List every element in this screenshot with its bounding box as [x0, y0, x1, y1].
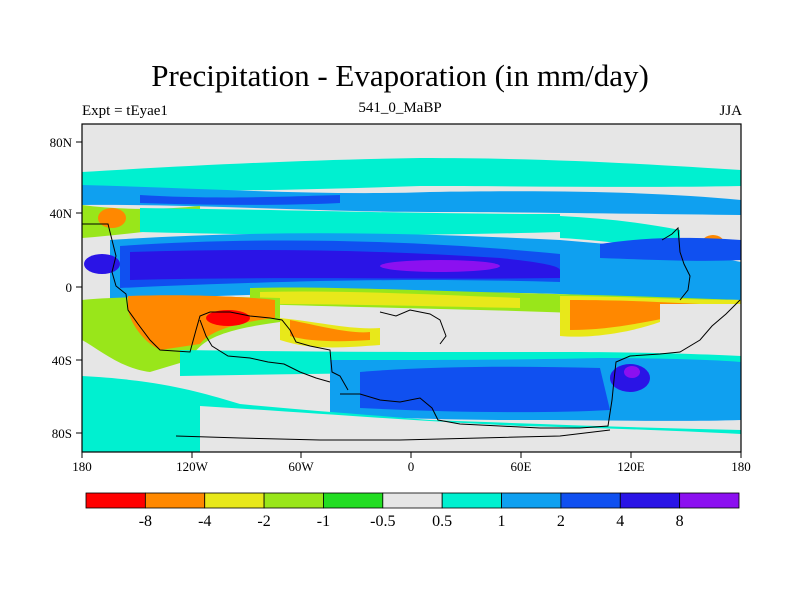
y-tick-label: 80S — [52, 426, 72, 441]
colorbar-label: 8 — [676, 513, 684, 530]
x-tick-label: 120E — [617, 459, 645, 474]
colorbar-label: 2 — [557, 513, 565, 530]
colorbar-label: 4 — [616, 513, 624, 530]
outline-west — [82, 223, 349, 391]
x-tick-label: 60E — [511, 459, 532, 474]
colorbar-swatch — [144, 492, 206, 509]
x-ticks — [81, 452, 742, 458]
north-mid-cyan — [140, 208, 560, 235]
colorbar-swatch — [204, 492, 265, 509]
north-lightblue-band — [82, 185, 741, 215]
time-label: 541_0_MaBP — [358, 100, 442, 116]
equatorial-yellow — [260, 291, 520, 308]
colorbar-swatch — [85, 492, 146, 509]
colorbar-label: -0.5 — [370, 513, 395, 530]
outline-east — [661, 226, 691, 301]
x-tick-label: 180 — [72, 459, 92, 474]
colorbar-swatch — [382, 492, 443, 509]
colorbar-label: 1 — [498, 513, 506, 530]
nw-orange — [98, 208, 126, 228]
x-tick-label: 0 — [408, 459, 415, 474]
continent-outlines — [82, 223, 741, 441]
south-purple — [624, 366, 640, 378]
colorbar-swatch — [323, 492, 384, 509]
colorbar-label: -8 — [139, 513, 152, 530]
south-blue — [360, 366, 610, 413]
season-label: JJA — [719, 103, 742, 119]
s-orange — [290, 320, 370, 342]
colorbar: -8 -4 -2 -1 -0.5 0.5 1 2 4 8 — [85, 492, 740, 530]
north-blue-band — [140, 195, 340, 205]
se-neutral — [660, 304, 741, 348]
colorbar-swatch — [501, 492, 562, 509]
x-tick-label: 120W — [176, 459, 209, 474]
colorbar-label: -1 — [317, 513, 330, 530]
x-tick-label: 60W — [288, 459, 314, 474]
colorbar-label: -2 — [257, 513, 270, 530]
colorbar-label: -4 — [198, 513, 211, 530]
east-blue — [600, 237, 741, 261]
south-darkblue — [610, 364, 650, 392]
colorbar-swatch — [441, 492, 502, 509]
colorbar-swatch — [679, 492, 740, 509]
tropical-purple — [380, 260, 500, 272]
y-ticks — [76, 141, 82, 434]
outline-center — [379, 309, 447, 345]
y-tick-label: 40N — [50, 206, 73, 221]
field-layer — [82, 124, 741, 452]
outline-inner — [199, 319, 331, 383]
colorbar-label: 0.5 — [432, 513, 452, 530]
outline-south — [340, 299, 741, 429]
colorbar-swatch — [263, 492, 324, 509]
y-tick-label: 40S — [52, 353, 72, 368]
y-tick-label: 0 — [66, 280, 73, 295]
experiment-label: Expt = tEyae1 — [82, 103, 168, 119]
x-tick-label: 180 — [731, 459, 751, 474]
y-tick-label: 80N — [50, 135, 73, 150]
outline-polar — [175, 429, 611, 441]
colorbar-swatch — [560, 492, 621, 509]
plot-title: Precipitation - Evaporation (in mm/day) — [151, 58, 649, 93]
north-cyan-band — [82, 158, 741, 191]
tropical-darkblue — [130, 250, 560, 280]
west-darkblue — [84, 254, 120, 274]
colorbar-swatch — [619, 492, 681, 509]
